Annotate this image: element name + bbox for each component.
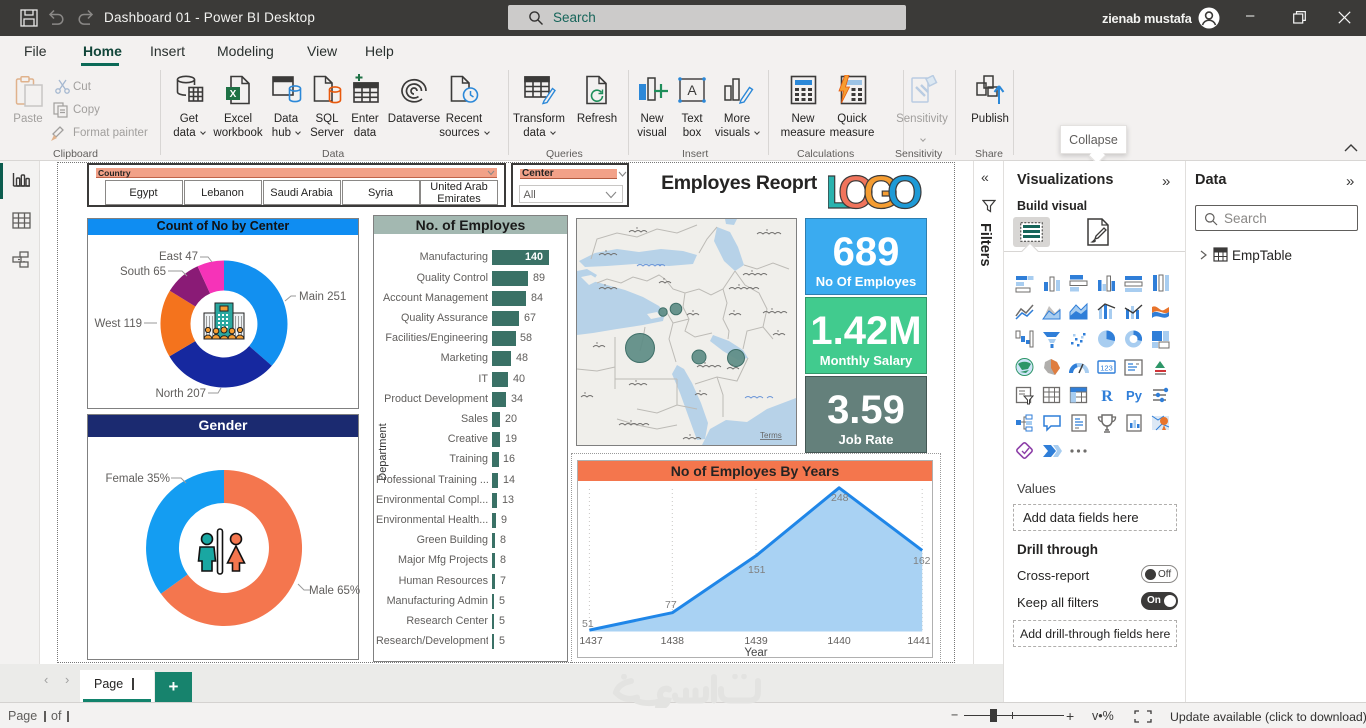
svg-text:West 119: West 119 <box>94 318 142 330</box>
svg-text:North 207: North 207 <box>155 388 206 400</box>
svg-text:Terms: Terms <box>760 431 782 440</box>
svg-text:Year: Year <box>744 647 767 659</box>
svg-text:Female 35%: Female 35% <box>105 473 170 485</box>
svg-text:151: 151 <box>748 564 766 576</box>
svg-text:O: O <box>887 168 922 210</box>
svg-text:A: A <box>687 82 697 98</box>
svg-text:L: L <box>828 168 853 210</box>
svg-text:Main 251: Main 251 <box>299 291 346 303</box>
svg-text:South 65: South 65 <box>120 266 166 278</box>
svg-text:G: G <box>863 168 899 210</box>
svg-text:248: 248 <box>831 492 849 504</box>
svg-text:1439: 1439 <box>744 635 768 647</box>
svg-text:123: 123 <box>1100 364 1113 373</box>
svg-text:X: X <box>230 89 237 100</box>
svg-text:R: R <box>1101 388 1113 405</box>
svg-text:1437: 1437 <box>579 635 603 647</box>
svg-text:East 47: East 47 <box>159 251 198 263</box>
svg-text:Male 65%: Male 65% <box>309 585 360 597</box>
svg-text:77: 77 <box>665 599 677 611</box>
svg-text:Py: Py <box>1126 388 1143 403</box>
svg-text:1440: 1440 <box>827 635 851 647</box>
svg-text:O: O <box>838 168 874 210</box>
svg-text:51: 51 <box>582 618 594 630</box>
svg-text:162: 162 <box>913 555 931 567</box>
svg-text:1438: 1438 <box>661 635 685 647</box>
svg-text:1441: 1441 <box>907 635 931 647</box>
